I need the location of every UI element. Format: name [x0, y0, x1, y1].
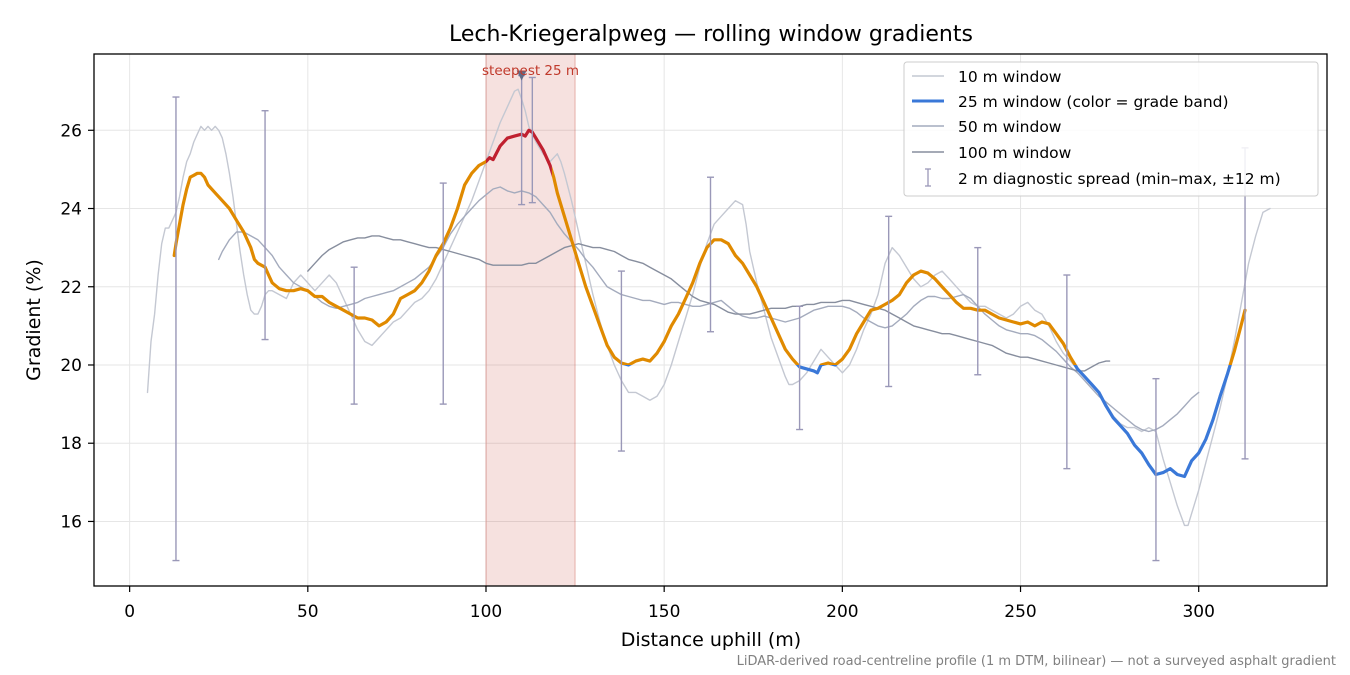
spread-bar [1063, 274, 1071, 470]
y-tick-label: 24 [60, 200, 82, 220]
y-tick-label: 16 [60, 512, 82, 532]
legend-label-25m: 25 m window (color = grade band) [958, 93, 1229, 111]
spread-bar [350, 266, 358, 405]
x-axis-label: Distance uphill (m) [621, 629, 801, 651]
y-axis-ticks: 16 18 20 22 24 26 [60, 121, 94, 532]
x-tick-label: 200 [826, 602, 858, 622]
legend-label-100m: 100 m window [958, 144, 1072, 162]
legend-swatch-spread [925, 168, 931, 187]
steepest-marker [516, 70, 527, 81]
footnote: LiDAR-derived road-centreline profile (1… [737, 654, 1336, 669]
x-tick-label: 100 [470, 602, 502, 622]
x-tick-label: 150 [648, 602, 680, 622]
series-line-2 [218, 186, 1200, 433]
spread-bar [617, 270, 625, 452]
legend: 10 m window 25 m window (color = grade b… [903, 61, 1319, 197]
spread-bar [172, 96, 180, 562]
plot-frame [93, 53, 1328, 587]
y-tick-label: 18 [60, 434, 82, 454]
series-25m-mid [172, 128, 1247, 365]
spread-bar [528, 76, 536, 204]
spread-bar [1152, 377, 1160, 562]
x-tick-label: 250 [1004, 602, 1036, 622]
legend-label-10m: 10 m window [958, 68, 1062, 86]
steepest-section-highlight [485, 53, 576, 587]
spread-bar [974, 246, 982, 376]
spread-bar [439, 182, 447, 405]
x-tick-label: 0 [124, 602, 135, 622]
spread-bar [885, 215, 893, 388]
legend-label-spread: 2 m diagnostic spread (min–max, ±12 m) [958, 170, 1281, 188]
x-axis-ticks: 0 50 100 150 200 250 300 [124, 586, 1215, 622]
y-tick-label: 22 [60, 278, 82, 298]
steepest-label: steepest 25 m [482, 63, 579, 79]
x-tick-label: 300 [1182, 602, 1214, 622]
diagnostic-spread-bars [172, 74, 1249, 562]
series-line-0 [146, 88, 1271, 527]
x-tick-label: 50 [297, 602, 319, 622]
legend-box [903, 61, 1319, 197]
spread-bar [707, 176, 714, 333]
spread-bar [261, 110, 269, 341]
spread-bar [796, 305, 804, 431]
legend-label-50m: 50 m window [958, 118, 1062, 136]
y-tick-label: 26 [60, 121, 82, 141]
y-tick-label: 20 [60, 356, 82, 376]
y-axis-label: Gradient (%) [23, 259, 45, 381]
series-lines [146, 88, 1271, 527]
steepest-band [485, 53, 576, 587]
chart-title: Lech-Kriegeralpweg — rolling window grad… [449, 22, 973, 47]
